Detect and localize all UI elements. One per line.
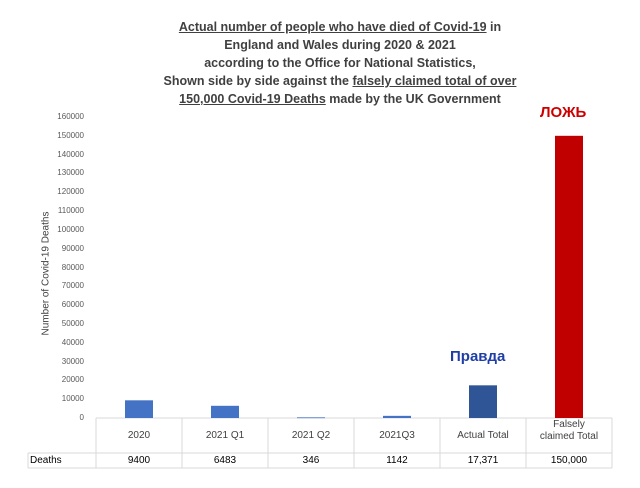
y-tick-label: 100000 [57,224,84,234]
data-value-label: 6483 [213,455,237,466]
title-line: Actual number of people who have died of… [100,20,580,34]
title-text: according to the Office for National Sta… [204,56,476,70]
title-underlined-text: 150,000 Covid-19 Deaths [179,92,326,106]
data-table-row-label: Deaths [30,455,62,466]
title-text: Shown side by side against the [163,74,353,88]
y-tick-label: 50000 [61,318,84,328]
y-tick-label: 110000 [57,206,84,216]
y-tick-label: 130000 [57,168,84,178]
category-label: 2021Q3 [379,430,415,441]
title-text: in [486,20,502,34]
y-tick-label: 70000 [61,281,84,291]
y-tick-label: 120000 [57,187,84,197]
y-tick-label: 90000 [61,243,84,253]
data-value-label: 9400 [127,455,151,466]
title-underlined-text: falsely claimed total of over [352,74,517,88]
title-text: made by the UK Government [325,92,501,106]
category-label: 2021 Q1 [205,430,245,441]
title-line: according to the Office for National Sta… [100,56,580,70]
y-tick-label: 20000 [61,375,84,385]
y-tick-label: 30000 [61,356,84,366]
data-value-label: 346 [302,455,320,466]
bar [125,400,153,418]
category-label: Falsely claimed Total [539,419,599,442]
y-tick-label: 0 [79,413,84,422]
annotation-truth: Правда [450,348,506,365]
y-tick-label: 10000 [61,394,84,404]
bar [469,385,497,418]
y-tick-label: 60000 [61,300,84,310]
y-tick-label: 150000 [57,130,84,140]
title-line: England and Wales during 2020 & 2021 [100,38,580,52]
title-line: 150,000 Covid-19 Deaths made by the UK G… [100,92,580,106]
annotation-lie: ЛОЖЬ [540,104,587,121]
title-underlined-text: Actual number of people who have died of… [178,20,487,34]
data-value-label: 1142 [386,455,408,466]
bar [297,417,325,419]
bar [383,415,411,418]
title-line: Shown side by side against the falsely c… [100,74,580,88]
y-tick-label: 80000 [61,262,84,272]
data-value-label: 17,371 [467,455,499,466]
data-value-label: 150,000 [550,455,588,466]
bar [211,405,239,418]
category-label: Actual Total [457,430,509,441]
category-label: 2020 [127,430,151,441]
y-tick-label: 40000 [61,337,84,347]
y-tick-label: 160000 [57,112,84,121]
title-text: England and Wales during 2020 & 2021 [224,38,456,52]
bar [555,135,583,418]
y-tick-label: 140000 [57,149,84,159]
category-label: 2021 Q2 [291,430,331,441]
